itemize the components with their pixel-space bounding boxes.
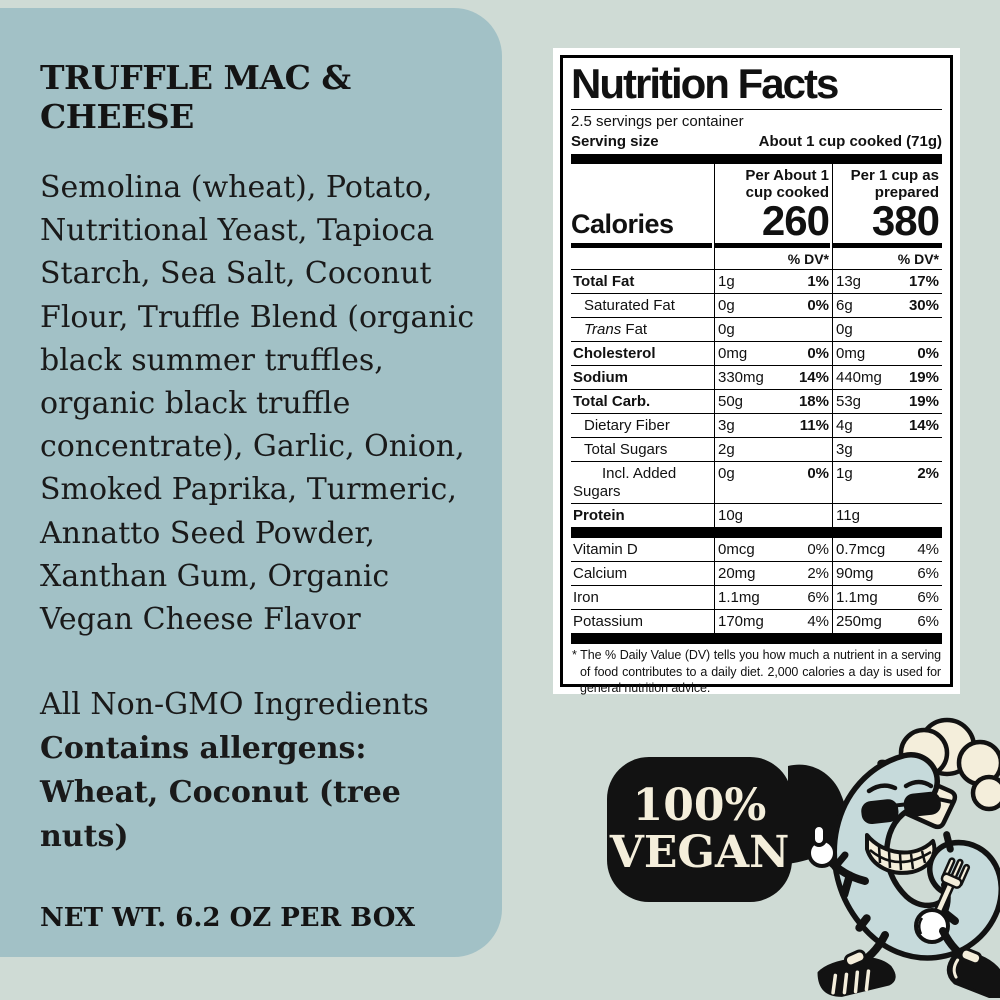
column-header-cooked: Per About 1 cup cooked [745,167,829,201]
column-divider [714,164,715,634]
nutrient-row-saturated-fat: Saturated Fat 0g 0% 6g 30% [571,293,942,317]
vegan-speech-bubble: 100% VEGAN [607,757,792,902]
non-gmo-text: All Non-GMO Ingredients [40,687,429,723]
calories-label: Calories [571,209,674,240]
dv-footnote: * The % Daily Value (DV) tells you how m… [572,648,941,696]
thick-bar [571,154,942,165]
calories-value-cooked: 260 [761,196,830,244]
nutrient-row-dietary-fiber: Dietary Fiber 3g 11% 4g 14% [571,413,942,437]
vitamin-row-vitamin-d: Vitamin D 0mcg 0% 0.7mcg 4% [573,541,939,559]
calories-value-prepared: 380 [871,196,940,244]
ingredients-text: Semolina (wheat), Potato, Nutritional Ye… [40,170,475,637]
vitamin-row-potassium: Potassium 170mg 4% 250mg 6% [571,609,942,633]
thick-bar [571,633,942,645]
sunglasses-icon [861,791,954,825]
nutrient-row-total-sugars: Total Sugars 2g 3g [571,437,942,461]
calories-underline-row [571,239,942,249]
nutrition-facts-panel: Nutrition Facts 2.5 servings per contain… [553,48,960,695]
column-header-prepared: Per 1 cup as prepared [850,167,939,201]
servings-per-container: 2.5 servings per container [571,112,744,130]
vegan-badge-line2: VEGAN [609,826,790,878]
eyebrows [866,779,934,794]
vitamin-row-iron: Iron 1.1mg 6% 1.1mg 6% [571,585,942,609]
nutrient-row-protein: Protein 10g 11g [571,503,942,527]
ingredients-panel: TRUFFLE MAC & CHEESE Semolina (wheat), P… [0,8,502,957]
daily-value-header-row: % DV* % DV* [571,248,942,269]
vegan-badge-line1: 100% [632,780,767,832]
nutrient-row-total-fat: Total Fat 1g 1% 13g 17% [571,269,942,293]
macaroni-chef-mascot [807,717,1000,998]
serving-size-label: Serving size [571,132,659,150]
nutrient-row-added-sugars: Incl. Added Sugars 0g 0% 1g 2% [571,461,942,503]
nutrient-row-sodium: Sodium 330mg 14% 440mg 19% [571,365,942,389]
thumbs-up-hand [807,823,869,885]
nutrition-facts-border: Nutrition Facts 2.5 servings per contain… [560,55,953,695]
nutrient-row-cholesterol: Cholesterol 0mg 0% 0mg 0% [571,341,942,365]
left-shoe [817,957,896,997]
nutrient-row-total-carb: Total Carb. 50g 18% 53g 19% [571,389,942,413]
dv-header-cooked: % DV* [787,251,829,268]
nutrient-row-trans-fat: Trans Fat 0g 0g [571,317,942,341]
nutrition-facts-title: Nutrition Facts [571,60,839,107]
sock-cuffs [843,947,983,968]
fork-arm [914,857,971,944]
grin [865,833,937,875]
divider [571,108,942,110]
gmo-allergen-block: All Non-GMO Ingredients Contains allerge… [40,683,475,859]
column-divider [832,164,833,634]
serving-size-row: Serving size About 1 cup cooked (71g) [571,132,942,152]
column-header-row: Per About 1 cup cooked Per 1 cup as prep… [571,164,942,202]
thick-bar [571,527,942,539]
nutrition-columns: Per About 1 cup cooked Per 1 cup as prep… [571,164,942,634]
product-title: TRUFFLE MAC & CHEESE [40,58,351,136]
dv-header-prepared: % DV* [897,251,939,268]
calories-row: Calories 260 380 [571,196,942,244]
allergens-text: Contains allergens: Wheat, Coconut (tree… [40,731,401,855]
vitamin-row-calcium: Calcium 20mg 2% 90mg 6% [571,561,942,585]
serving-size-value: About 1 cup cooked (71g) [758,132,942,150]
net-weight-text: NET WT. 6.2 OZ PER BOX [40,903,416,934]
